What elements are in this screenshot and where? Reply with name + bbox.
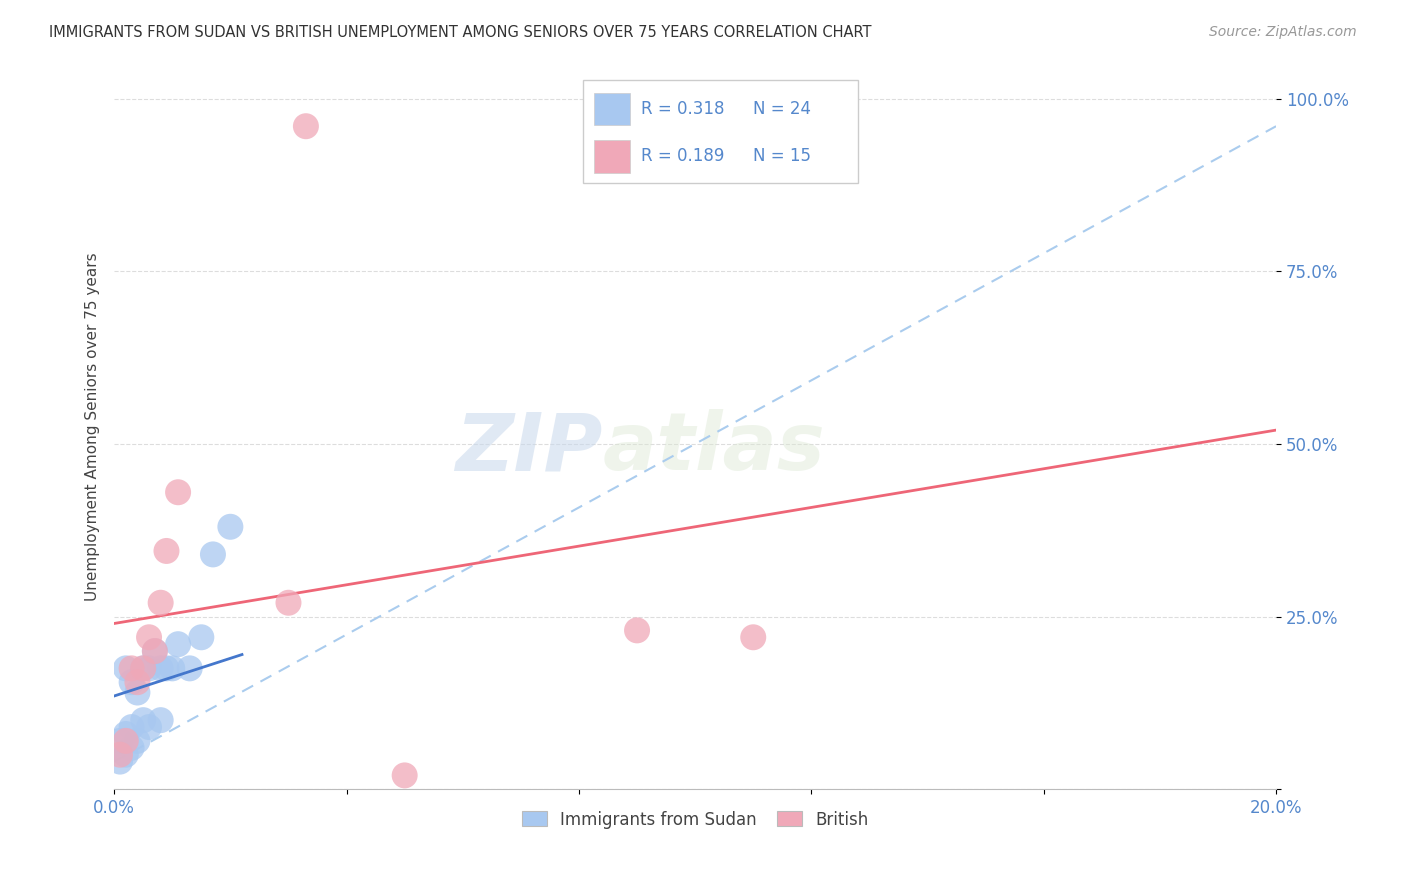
Point [121, 720, 143, 734]
Text: ZIP: ZIP [454, 409, 602, 487]
Point [155, 661, 177, 675]
Point [132, 661, 155, 675]
Point [143, 644, 166, 658]
Point [132, 661, 155, 675]
Point [132, 713, 155, 727]
Point [138, 720, 160, 734]
Text: atlas: atlas [602, 409, 825, 487]
Point [219, 520, 242, 534]
Y-axis label: Unemployment Among Seniors over 75 years: Unemployment Among Seniors over 75 years [86, 252, 100, 601]
Point [114, 661, 136, 675]
Point [138, 630, 160, 644]
Point [121, 661, 143, 675]
Point [127, 685, 149, 699]
Point [742, 630, 765, 644]
Point [394, 768, 416, 782]
Text: Source: ZipAtlas.com: Source: ZipAtlas.com [1209, 25, 1357, 39]
Point [121, 675, 143, 690]
Bar [595, 93, 630, 126]
Point [295, 119, 318, 133]
Point [179, 661, 201, 675]
Point [108, 734, 131, 748]
Legend: Immigrants from Sudan, British: Immigrants from Sudan, British [515, 804, 875, 835]
Point [167, 485, 190, 500]
Point [162, 661, 184, 675]
FancyBboxPatch shape [583, 80, 858, 183]
Bar [595, 140, 630, 173]
Point [149, 661, 172, 675]
Point [190, 630, 212, 644]
Point [114, 727, 136, 741]
Text: R = 0.189: R = 0.189 [641, 147, 724, 165]
Point [121, 740, 143, 755]
Point [149, 713, 172, 727]
Point [167, 637, 190, 651]
Point [114, 747, 136, 762]
Text: IMMIGRANTS FROM SUDAN VS BRITISH UNEMPLOYMENT AMONG SENIORS OVER 75 YEARS CORREL: IMMIGRANTS FROM SUDAN VS BRITISH UNEMPLO… [49, 25, 872, 40]
Point [155, 544, 177, 558]
Point [108, 747, 131, 762]
Point [127, 675, 149, 690]
Text: N = 24: N = 24 [754, 100, 811, 118]
Point [108, 755, 131, 769]
Point [201, 548, 224, 562]
Point [138, 661, 160, 675]
Text: N = 15: N = 15 [754, 147, 811, 165]
Point [127, 734, 149, 748]
Point [149, 596, 172, 610]
Point [626, 624, 648, 638]
Point [114, 734, 136, 748]
Text: R = 0.318: R = 0.318 [641, 100, 724, 118]
Point [277, 596, 299, 610]
Point [143, 644, 166, 658]
